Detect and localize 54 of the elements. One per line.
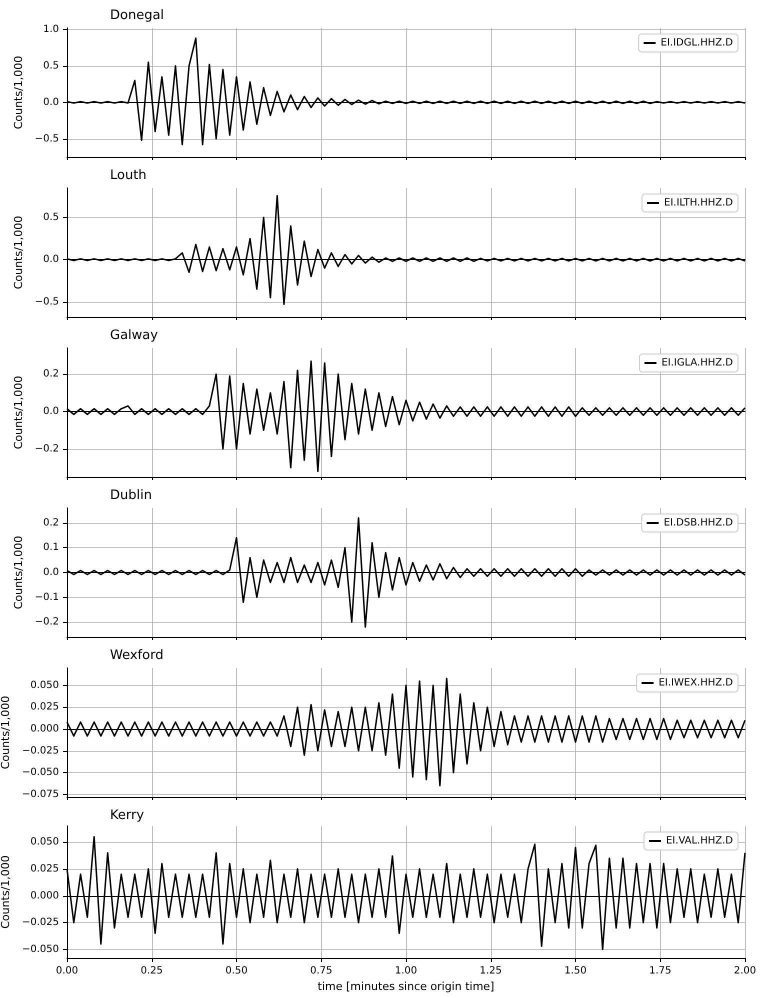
x-tick-label: 2.00 (734, 966, 756, 976)
y-axis-title: Counts/1,000 (12, 56, 25, 130)
legend-label: EI.ILTH.HHZ.D (664, 198, 734, 208)
y-tick-label: −0.1 (34, 592, 59, 603)
y-tick-label: −0.5 (34, 133, 59, 144)
y-tick-label: 0.000 (30, 890, 59, 902)
chart-title: Wexford (110, 648, 164, 663)
y-tick-label: 0.0 (43, 96, 59, 108)
y-tick-label: −0.2 (34, 616, 59, 628)
legend-label: EI.IWEX.HHZ.D (658, 678, 734, 688)
legend-label: EI.IGLA.HHZ.D (661, 358, 734, 368)
y-axis-title: Counts/1,000 (0, 855, 12, 929)
x-tick-label: 0.50 (225, 966, 248, 976)
y-tick-label: −0.5 (34, 296, 59, 308)
y-axis-title: Counts/1,000 (12, 376, 25, 450)
y-tick-label: 0.050 (30, 680, 59, 691)
y-tick-label: −0.075 (22, 788, 59, 800)
y-tick-label: 1.0 (43, 24, 59, 35)
y-tick-label: 0.0 (43, 406, 59, 418)
x-tick-label: 1.50 (564, 966, 587, 976)
y-tick-label: 0.2 (43, 517, 59, 528)
y-axis-title: Counts/1,000 (0, 696, 12, 770)
y-tick-label: −0.2 (34, 443, 59, 454)
y-tick-label: 0.000 (30, 724, 59, 735)
legend-label: EI.VAL.HHZ.D (666, 836, 734, 846)
y-tick-label: 0.5 (43, 212, 59, 224)
y-axis-title: Counts/1,000 (12, 216, 25, 290)
y-tick-label: 0.0 (43, 254, 59, 266)
chart-title: Galway (110, 328, 158, 343)
chart-title: Kerry (110, 808, 144, 823)
y-tick-label: −0.025 (22, 917, 59, 928)
x-tick-label: 0.25 (140, 966, 163, 976)
y-tick-label: 0.5 (43, 60, 59, 72)
y-tick-label: 0.025 (30, 702, 59, 713)
chart-title: Dublin (110, 488, 152, 503)
y-tick-label: 0.025 (30, 863, 59, 874)
x-axis-title: time [minutes since origin time] (318, 980, 494, 993)
y-tick-label: −0.050 (22, 944, 59, 955)
chart-title: Louth (110, 168, 147, 183)
x-tick-label: 1.00 (394, 966, 418, 976)
chart-title: Donegal (110, 8, 164, 23)
y-tick-label: 0.2 (43, 368, 59, 380)
y-axis-title: Counts/1,000 (12, 536, 25, 610)
y-tick-label: −0.025 (22, 745, 59, 756)
x-tick-label: 0.00 (56, 966, 78, 976)
y-tick-label: −0.050 (22, 767, 59, 778)
y-tick-label: 0.0 (43, 567, 59, 578)
x-tick-label: 1.25 (480, 966, 502, 976)
legend-label: EI.DSB.HHZ.D (664, 518, 734, 528)
legend-label: EI.IDGL.HHZ.D (660, 38, 734, 48)
y-tick-label: 0.1 (43, 542, 59, 554)
x-tick-label: 1.75 (649, 966, 672, 976)
y-tick-label: 0.050 (30, 836, 59, 848)
x-tick-label: 0.75 (310, 966, 332, 976)
